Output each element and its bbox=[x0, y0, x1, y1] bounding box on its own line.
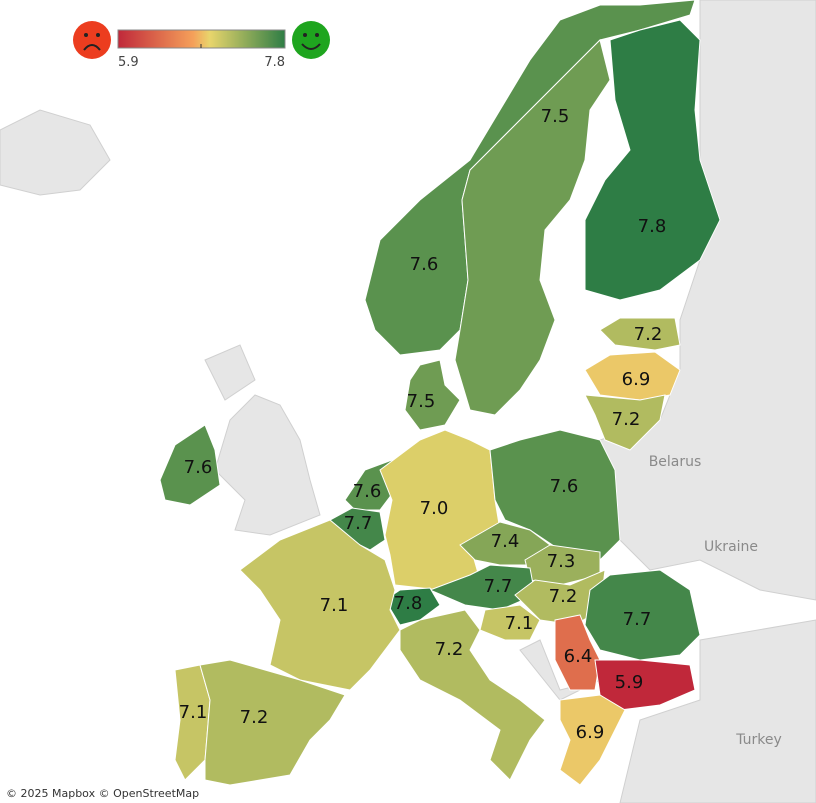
country-value: 6.9 bbox=[622, 369, 651, 390]
country-value: 7.2 bbox=[240, 707, 269, 728]
happy-face bbox=[292, 21, 330, 59]
country bbox=[364, 0, 696, 356]
country bbox=[199, 659, 346, 786]
country-value: 7.2 bbox=[612, 409, 641, 430]
country-value: 7.5 bbox=[407, 391, 436, 412]
country bbox=[584, 19, 721, 301]
country-value: 6.4 bbox=[564, 646, 593, 667]
country bbox=[399, 609, 546, 781]
country bbox=[159, 424, 221, 506]
country bbox=[454, 39, 611, 416]
country-value: 7.2 bbox=[634, 324, 663, 345]
country bbox=[599, 317, 681, 351]
place-label: Turkey bbox=[735, 732, 782, 748]
country-value: 7.4 bbox=[491, 531, 520, 552]
country-value: 7.6 bbox=[410, 254, 439, 275]
legend: 5.9 7.8 bbox=[73, 21, 330, 70]
country-value: 7.1 bbox=[179, 702, 208, 723]
attribution: © 2025 Mapbox © OpenStreetMap bbox=[6, 787, 199, 800]
country-value: 7.0 bbox=[420, 498, 449, 519]
country-value: 7.5 bbox=[541, 106, 570, 127]
country bbox=[584, 569, 701, 661]
country-value: 7.1 bbox=[505, 613, 534, 634]
sad-face bbox=[73, 21, 111, 59]
country bbox=[384, 587, 441, 626]
country bbox=[584, 394, 666, 451]
country-value: 7.6 bbox=[353, 481, 382, 502]
country-value: 7.6 bbox=[550, 476, 579, 497]
legend-max: 7.8 bbox=[264, 55, 285, 70]
country-value: 7.2 bbox=[435, 639, 464, 660]
country bbox=[559, 694, 626, 786]
country bbox=[489, 429, 621, 561]
legend-min: 5.9 bbox=[118, 55, 139, 70]
country-value: 7.1 bbox=[320, 595, 349, 616]
country-value: 7.7 bbox=[344, 513, 373, 534]
country-value: 7.8 bbox=[638, 216, 667, 237]
country-value: 7.6 bbox=[184, 457, 213, 478]
country-value: 7.8 bbox=[394, 593, 423, 614]
country-value: 6.9 bbox=[576, 722, 605, 743]
country-value: 7.3 bbox=[547, 551, 576, 572]
country-value: 7.7 bbox=[623, 609, 652, 630]
place-label: Belarus bbox=[649, 454, 702, 470]
country-value: 5.9 bbox=[615, 672, 644, 693]
country-value: 7.2 bbox=[549, 586, 578, 607]
place-label: Ukraine bbox=[704, 539, 758, 555]
country bbox=[584, 351, 681, 401]
country bbox=[404, 359, 461, 431]
regions: 7.6 7.5 7.8 7.2 6.9 7.2 7.5 7.6 7.6 7.7 7.0 7.6 7.4 7… bbox=[159, 0, 721, 786]
country-value: 7.7 bbox=[484, 576, 513, 597]
